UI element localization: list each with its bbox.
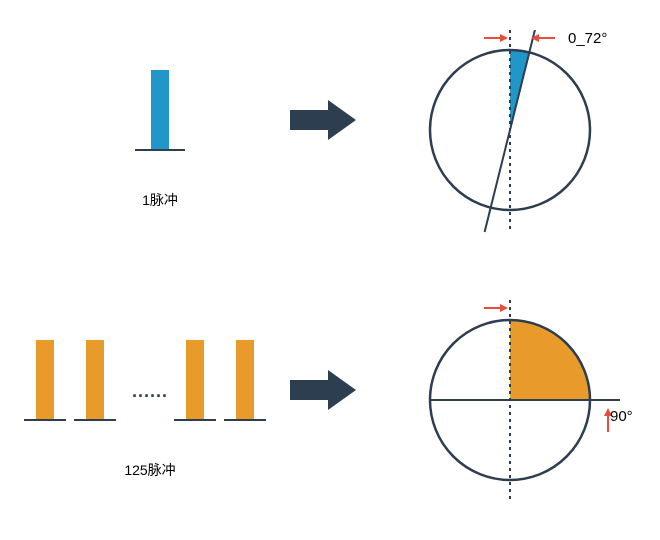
- circle-area-1: 0_72°: [400, 30, 640, 250]
- circle-area-2: 90°: [400, 300, 640, 520]
- angle-label-1: 0_72°: [568, 30, 607, 47]
- pulse-label-2: 125脉冲: [20, 460, 280, 480]
- single-pulse-svg: [40, 30, 280, 190]
- red-arrow-top-2: [484, 304, 508, 312]
- pulse-dots: ······: [132, 386, 168, 406]
- big-arrow-svg-2: [290, 370, 360, 410]
- circle-svg-2: [400, 300, 640, 520]
- circle-svg-1: [400, 30, 640, 250]
- red-arrow-left-1: [484, 34, 508, 42]
- pulse-bar-2b: [86, 340, 104, 420]
- arrow-polygon-2: [290, 370, 356, 410]
- pulse-bar-1: [151, 70, 169, 150]
- row-2-pulse-to-angle: ······ 125脉冲: [0, 300, 660, 520]
- multi-pulse-svg: ······: [20, 300, 280, 460]
- pulse-bar-2a: [36, 340, 54, 420]
- pulse-area-2: ······ 125脉冲: [20, 300, 260, 480]
- angle-label-2: 90°: [610, 408, 633, 425]
- pulse-bar-2c: [186, 340, 204, 420]
- pulse-label-1: 1脉冲: [40, 190, 280, 210]
- pulse-bar-2d: [236, 340, 254, 420]
- big-arrow-svg-1: [290, 100, 360, 140]
- arrow-polygon-1: [290, 100, 356, 140]
- big-arrow-1: [290, 100, 360, 140]
- pulse-area-1: 1脉冲: [40, 30, 280, 210]
- big-arrow-2: [290, 370, 360, 410]
- row-1-pulse-to-angle: 1脉冲 0_72°: [0, 30, 660, 250]
